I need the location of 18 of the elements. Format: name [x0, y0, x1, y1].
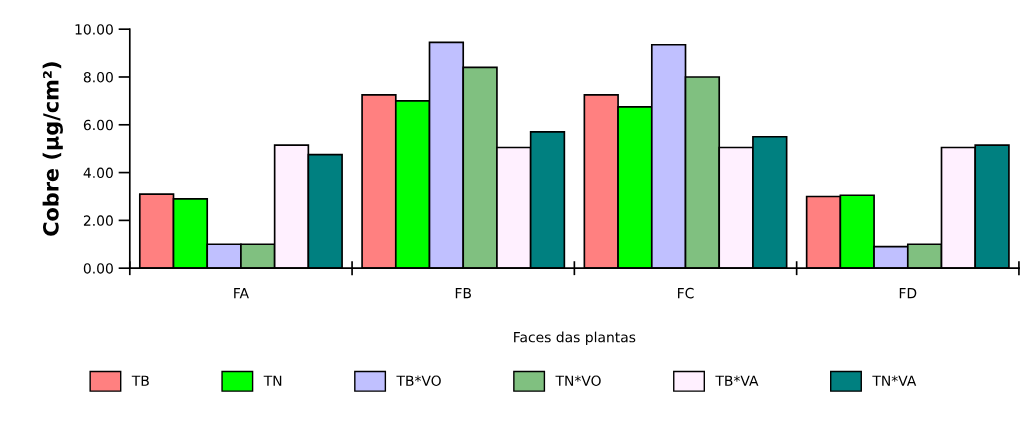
y-tick-label: 8.00: [83, 71, 113, 83]
x-tick-label: FB: [455, 288, 471, 299]
y-tick-label: 0.00: [83, 263, 113, 274]
legend-label: TB*VA: [715, 375, 759, 386]
y-tick-label: 4.00: [83, 167, 113, 179]
legend-label: TN*VA: [872, 375, 917, 386]
y-tick-label: 10.00: [75, 24, 113, 35]
x-tick-label: FA: [234, 288, 249, 299]
legend-label: TB: [131, 375, 149, 386]
y-tick-label: 2.00: [83, 215, 113, 226]
y-tick-label: 6.00: [83, 119, 113, 131]
x-tick-label: FD: [899, 288, 917, 299]
legend-label: TN*VO: [555, 375, 601, 386]
x-axis-title: Faces das plantas: [514, 331, 636, 346]
x-tick-label: FC: [678, 287, 694, 299]
y-axis-title: Cobre (µg/cm²): [42, 62, 63, 236]
legend-label: TB*VO: [396, 375, 441, 386]
legend-label: TN: [263, 375, 282, 386]
